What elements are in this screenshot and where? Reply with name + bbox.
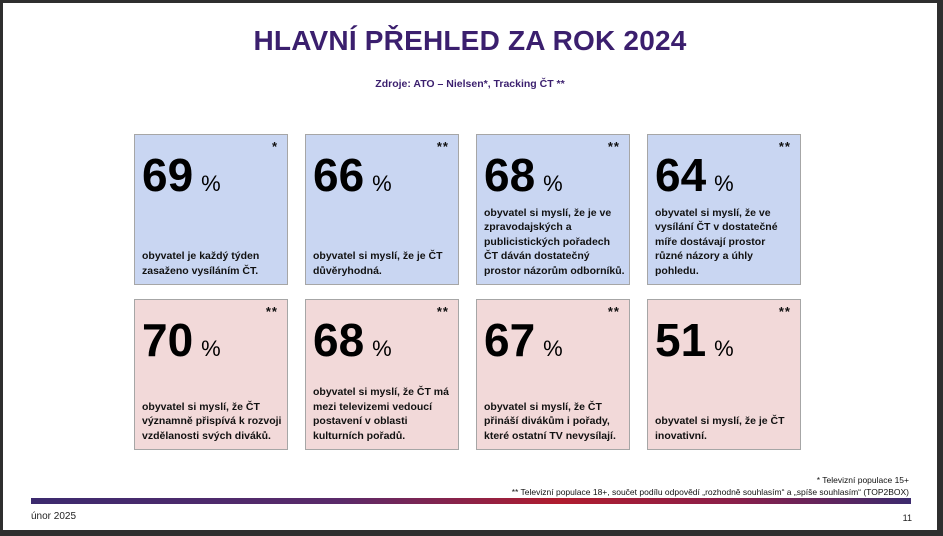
stat-unit: %: [543, 336, 563, 361]
slide: HLAVNÍ PŘEHLED ZA ROK 2024 Zdroje: ATO –…: [3, 3, 937, 530]
stat-card-weekly-reach: * 69% obyvatel je každý týden zasaženo v…: [134, 134, 288, 285]
stat-card-experts: ** 68% obyvatel si myslí, že je ve zprav…: [476, 134, 630, 285]
stat-description: obyvatel si myslí, že je ve zpravodajský…: [484, 206, 625, 277]
footnote-marker: **: [436, 139, 449, 154]
stat-description: obyvatel je každý týden zasaženo vysílán…: [142, 250, 260, 277]
footnote-marker: **: [778, 139, 791, 154]
stat-unit: %: [201, 336, 221, 361]
stat-description: obyvatel si myslí, že ČT má mezi televiz…: [313, 386, 449, 442]
stat-unit: %: [714, 171, 734, 196]
stat-number: 68: [313, 314, 365, 366]
stat-value: 66%: [313, 147, 392, 212]
stat-card-unique-shows: ** 67% obyvatel si myslí, že ČT přináší …: [476, 299, 630, 450]
stat-value: 67%: [484, 312, 563, 377]
stat-value: 70%: [142, 312, 221, 377]
stat-card-innovative: ** 51% obyvatel si myslí, že je ČT inova…: [647, 299, 801, 450]
stat-value: 68%: [484, 147, 563, 212]
stat-value: 64%: [655, 147, 734, 212]
footer-gradient-bar: [31, 498, 911, 504]
stat-unit: %: [201, 171, 221, 196]
stat-value: 69%: [142, 147, 221, 212]
stat-number: 66: [313, 149, 365, 201]
stat-number: 69: [142, 149, 194, 201]
stat-unit: %: [714, 336, 734, 361]
stat-card-culture: ** 68% obyvatel si myslí, že ČT má mezi …: [305, 299, 459, 450]
page-title: HLAVNÍ PŘEHLED ZA ROK 2024: [253, 25, 687, 56]
stat-unit: %: [372, 171, 392, 196]
stat-card-education: ** 70% obyvatel si myslí, že ČT významně…: [134, 299, 288, 450]
footnote-marker: **: [778, 304, 791, 319]
stat-number: 64: [655, 149, 707, 201]
stat-unit: %: [543, 171, 563, 196]
stat-description: obyvatel si myslí, že ČT významně přispí…: [142, 400, 282, 442]
stat-card-trust: ** 66% obyvatel si myslí, že je ČT důvěr…: [305, 134, 459, 285]
footnote-marker: **: [607, 139, 620, 154]
stat-number: 51: [655, 314, 707, 366]
stat-description: obyvatel si myslí, že ve vysílání ČT v d…: [655, 206, 778, 277]
stat-value: 51%: [655, 312, 734, 377]
stat-number: 67: [484, 314, 536, 366]
stat-number: 70: [142, 314, 194, 366]
stat-number: 68: [484, 149, 536, 201]
stat-description: obyvatel si myslí, že je ČT inovativní.: [655, 415, 785, 442]
stat-description: obyvatel si myslí, že ČT přináší divákům…: [484, 400, 616, 442]
footnote-marker: **: [436, 304, 449, 319]
footnote-marker: *: [271, 139, 278, 154]
stat-unit: %: [372, 336, 392, 361]
stat-card-opinions: ** 64% obyvatel si myslí, že ve vysílání…: [647, 134, 801, 285]
stat-value: 68%: [313, 312, 392, 377]
page-subtitle: Zdroje: ATO – Nielsen*, Tracking ČT **: [375, 78, 565, 90]
stat-description: obyvatel si myslí, že je ČT důvěryhodná.: [313, 250, 443, 277]
footer-date: únor 2025: [31, 511, 77, 522]
footnote-marker: **: [265, 304, 278, 319]
footnote-tv-population-15: * Televizní populace 15+: [816, 475, 909, 485]
page-number: 11: [902, 513, 912, 523]
footnote-marker: **: [607, 304, 620, 319]
footnote-tv-population-18: ** Televizní populace 18+, součet podílu…: [511, 487, 909, 497]
